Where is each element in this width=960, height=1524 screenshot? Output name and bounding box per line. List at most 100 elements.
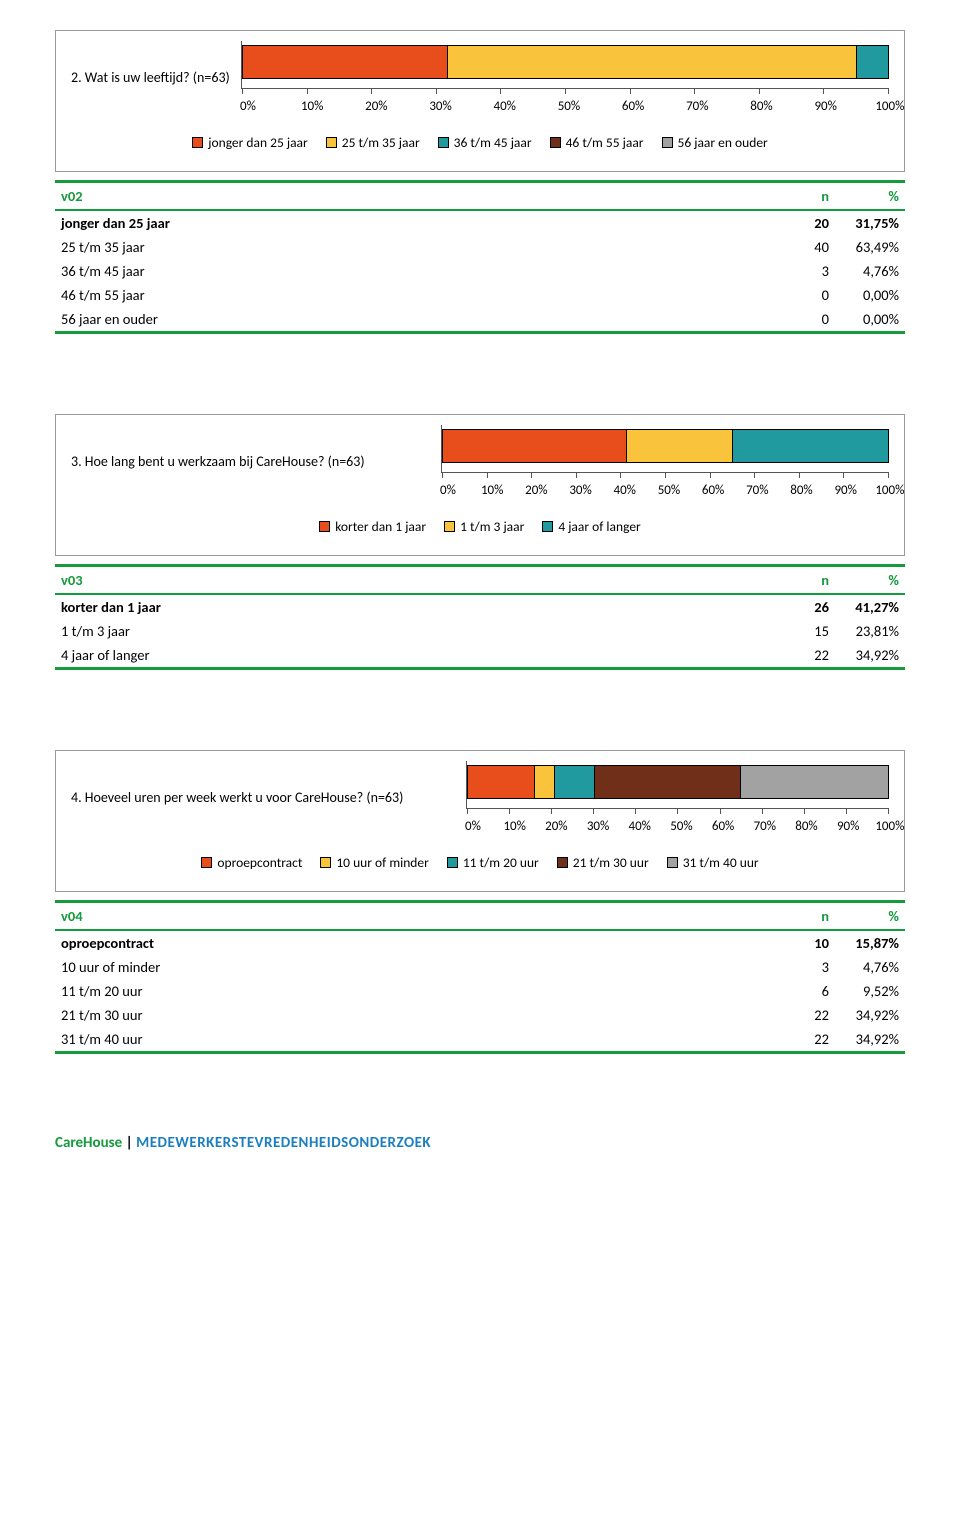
row-pct: 0,00% <box>835 307 905 333</box>
footer-title: MEDEWERKERSTEVREDENHEIDSONDERZOEK <box>136 1134 431 1152</box>
table-row: 1 t/m 3 jaar1523,81% <box>55 619 905 643</box>
table-row: 4 jaar of langer2234,92% <box>55 643 905 669</box>
table-var-q4: v04 <box>55 902 785 931</box>
row-n: 6 <box>785 979 835 1003</box>
legend-swatch <box>319 521 330 532</box>
axis-tick-label: 10% <box>475 483 509 498</box>
legend-label: 10 uur of minder <box>336 854 428 871</box>
axis-tick-label: 20% <box>359 99 393 114</box>
legend-item: 10 uur of minder <box>320 854 428 871</box>
row-label: korter dan 1 jaar <box>55 594 785 619</box>
axis-tick-label: 20% <box>539 819 573 834</box>
legend-item: 46 t/m 55 jaar <box>550 134 644 151</box>
bar-segment <box>627 430 733 462</box>
legend-swatch <box>444 521 455 532</box>
table-n-hdr-q3: n <box>785 566 835 595</box>
table-n-hdr-q4: n <box>785 902 835 931</box>
axis-tick-label: 80% <box>785 483 819 498</box>
table-p-hdr-q4: % <box>835 902 905 931</box>
axis-q4: 0%10%20%30%40%50%60%70%80%90%100% <box>466 819 889 834</box>
footer-sep: | <box>122 1134 136 1152</box>
question-4-block: 4. Hoeveel uren per week werkt u voor Ca… <box>55 750 905 1054</box>
footer-brand: CareHouse <box>55 1134 122 1152</box>
bar-chart-q4 <box>466 761 889 809</box>
axis-tick-label: 60% <box>696 483 730 498</box>
axis-tick-label: 40% <box>623 819 657 834</box>
legend-item: oproepcontract <box>201 854 302 871</box>
axis-tick-label: 0% <box>456 819 490 834</box>
bar-segment <box>555 766 595 798</box>
row-label: 1 t/m 3 jaar <box>55 619 785 643</box>
legend-item: 25 t/m 35 jaar <box>326 134 420 151</box>
table-row: 31 t/m 40 uur2234,92% <box>55 1027 905 1053</box>
axis-tick-label: 100% <box>873 819 907 834</box>
row-n: 3 <box>785 955 835 979</box>
row-n: 0 <box>785 283 835 307</box>
legend-item: 4 jaar of langer <box>542 518 640 535</box>
table-row: korter dan 1 jaar2641,27% <box>55 594 905 619</box>
legend-item: 1 t/m 3 jaar <box>444 518 524 535</box>
table-row: 56 jaar en ouder00,00% <box>55 307 905 333</box>
table-row: 46 t/m 55 jaar00,00% <box>55 283 905 307</box>
row-n: 22 <box>785 643 835 669</box>
chart-title-q1: 2. Wat is uw leeftijd? (n=63) <box>71 69 231 86</box>
table-p-hdr-q1: % <box>835 182 905 211</box>
bar-track-q3 <box>442 429 889 463</box>
bar-chart-q3 <box>441 425 889 473</box>
bar-segment <box>468 766 535 798</box>
axis-tick-label: 60% <box>706 819 740 834</box>
row-pct: 4,76% <box>835 955 905 979</box>
axis-tick-label: 90% <box>809 99 843 114</box>
table-row: jonger dan 25 jaar2031,75% <box>55 210 905 235</box>
row-label: 36 t/m 45 jaar <box>55 259 785 283</box>
axis-tick-label: 20% <box>519 483 553 498</box>
table-row: oproepcontract1015,87% <box>55 930 905 955</box>
row-n: 22 <box>785 1027 835 1053</box>
legend-label: 4 jaar of langer <box>558 518 640 535</box>
table-row: 36 t/m 45 jaar34,76% <box>55 259 905 283</box>
legend-label: 31 t/m 40 uur <box>683 854 759 871</box>
legend-swatch <box>550 137 561 148</box>
chart-title-q3: 3. Hoe lang bent u werkzaam bij CareHous… <box>71 453 431 470</box>
row-pct: 41,27% <box>835 594 905 619</box>
table-q4: v04 n % oproepcontract1015,87%10 uur of … <box>55 900 905 1054</box>
row-label: 21 t/m 30 uur <box>55 1003 785 1027</box>
axis-tick-label: 50% <box>652 483 686 498</box>
axis-tick-label: 0% <box>231 99 265 114</box>
bar-segment <box>857 46 888 78</box>
bar-segment <box>448 46 858 78</box>
row-n: 15 <box>785 619 835 643</box>
page-footer: CareHouse | MEDEWERKERSTEVREDENHEIDSONDE… <box>55 1134 905 1152</box>
row-pct: 15,87% <box>835 930 905 955</box>
axis-tick-label: 70% <box>748 819 782 834</box>
legend-item: 56 jaar en ouder <box>662 134 768 151</box>
legend-label: 21 t/m 30 uur <box>573 854 649 871</box>
question-1-block: 2. Wat is uw leeftijd? (n=63) 0%10%20%30… <box>55 30 905 334</box>
row-pct: 34,92% <box>835 1003 905 1027</box>
chart-title-q4: 4. Hoeveel uren per week werkt u voor Ca… <box>71 789 456 806</box>
axis-tick-label: 10% <box>498 819 532 834</box>
axis-q3: 0%10%20%30%40%50%60%70%80%90%100% <box>441 483 889 498</box>
table-row: 10 uur of minder34,76% <box>55 955 905 979</box>
axis-tick-label: 100% <box>873 483 907 498</box>
legend-label: 1 t/m 3 jaar <box>460 518 524 535</box>
bar-segment <box>243 46 448 78</box>
legend-label: korter dan 1 jaar <box>335 518 426 535</box>
axis-tick-label: 30% <box>564 483 598 498</box>
legend-q3: korter dan 1 jaar 1 t/m 3 jaar 4 jaar of l… <box>71 518 889 535</box>
axis-tick-label: 90% <box>829 483 863 498</box>
axis-tick-label: 50% <box>552 99 586 114</box>
legend-swatch <box>447 857 458 868</box>
axis-tick-label: 60% <box>616 99 650 114</box>
row-pct: 34,92% <box>835 1027 905 1053</box>
legend-swatch <box>662 137 673 148</box>
legend-swatch <box>326 137 337 148</box>
legend-item: jonger dan 25 jaar <box>192 134 307 151</box>
legend-label: jonger dan 25 jaar <box>208 134 307 151</box>
legend-label: 56 jaar en ouder <box>678 134 768 151</box>
legend-swatch <box>438 137 449 148</box>
axis-tick-label: 40% <box>608 483 642 498</box>
row-label: 56 jaar en ouder <box>55 307 785 333</box>
legend-q1: jonger dan 25 jaar25 t/m 35 jaar36 t/m 4… <box>71 134 889 151</box>
row-label: 4 jaar of langer <box>55 643 785 669</box>
